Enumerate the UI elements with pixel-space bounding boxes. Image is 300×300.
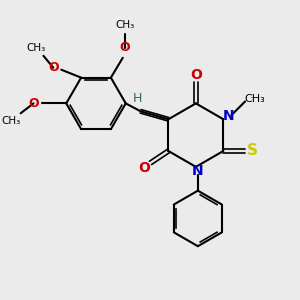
Text: O: O xyxy=(28,97,39,110)
Text: methyl: methyl xyxy=(251,97,256,98)
Text: CH₃: CH₃ xyxy=(1,116,20,126)
Text: CH₃: CH₃ xyxy=(245,94,266,104)
Text: H: H xyxy=(133,92,142,105)
Text: N: N xyxy=(192,164,204,178)
Text: O: O xyxy=(48,61,59,74)
Text: CH₃: CH₃ xyxy=(26,43,45,53)
Text: O: O xyxy=(190,68,202,82)
Text: CH₃: CH₃ xyxy=(115,20,134,30)
Text: S: S xyxy=(247,143,258,158)
Text: O: O xyxy=(139,161,151,175)
Text: N: N xyxy=(223,109,234,123)
Text: O: O xyxy=(119,41,130,54)
